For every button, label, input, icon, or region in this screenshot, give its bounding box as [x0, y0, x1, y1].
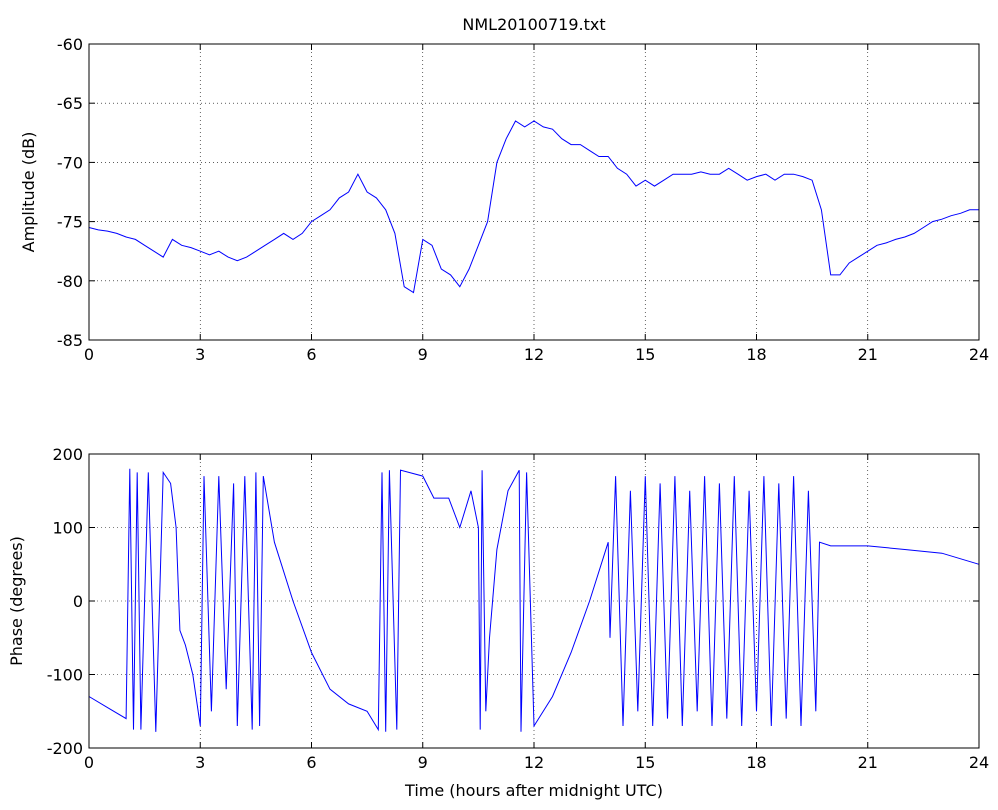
y-tick-label: -70 — [57, 153, 83, 172]
y-tick-label: 200 — [52, 445, 83, 464]
x-tick-label: 0 — [84, 345, 94, 364]
x-tick-label: 9 — [418, 345, 428, 364]
x-tick-label: 18 — [746, 753, 766, 772]
x-tick-label: 3 — [195, 345, 205, 364]
x-tick-label: 12 — [524, 753, 544, 772]
y-tick-label: -85 — [57, 331, 83, 350]
y-tick-label: -75 — [57, 213, 83, 232]
chart-title: NML20100719.txt — [462, 15, 605, 34]
x-tick-label: 18 — [746, 345, 766, 364]
x-tick-label: 24 — [969, 345, 989, 364]
y-tick-label: 0 — [73, 592, 83, 611]
x-tick-label: 6 — [306, 345, 316, 364]
x-tick-label: 15 — [635, 753, 655, 772]
x-tick-label: 12 — [524, 345, 544, 364]
x-tick-label: 15 — [635, 345, 655, 364]
y-axis-label: Phase (degrees) — [7, 536, 26, 666]
axes-box — [88, 43, 980, 341]
x-tick-label: 0 — [84, 753, 94, 772]
y-tick-label: -100 — [47, 666, 83, 685]
x-tick-label: 6 — [306, 753, 316, 772]
x-axis-label: Time (hours after midnight UTC) — [404, 781, 663, 800]
data-line — [88, 468, 980, 732]
x-tick-label: 9 — [418, 753, 428, 772]
x-tick-label: 21 — [858, 753, 878, 772]
x-tick-label: 21 — [858, 345, 878, 364]
axes-box — [88, 453, 980, 749]
y-tick-label: -80 — [57, 272, 83, 291]
x-tick-label: 3 — [195, 753, 205, 772]
data-line — [88, 120, 979, 294]
y-tick-label: -60 — [57, 35, 83, 54]
y-tick-label: -65 — [57, 94, 83, 113]
y-tick-label: 100 — [52, 519, 83, 538]
x-tick-label: 24 — [969, 753, 989, 772]
y-tick-label: -200 — [47, 739, 83, 758]
y-axis-label: Amplitude (dB) — [19, 132, 38, 253]
